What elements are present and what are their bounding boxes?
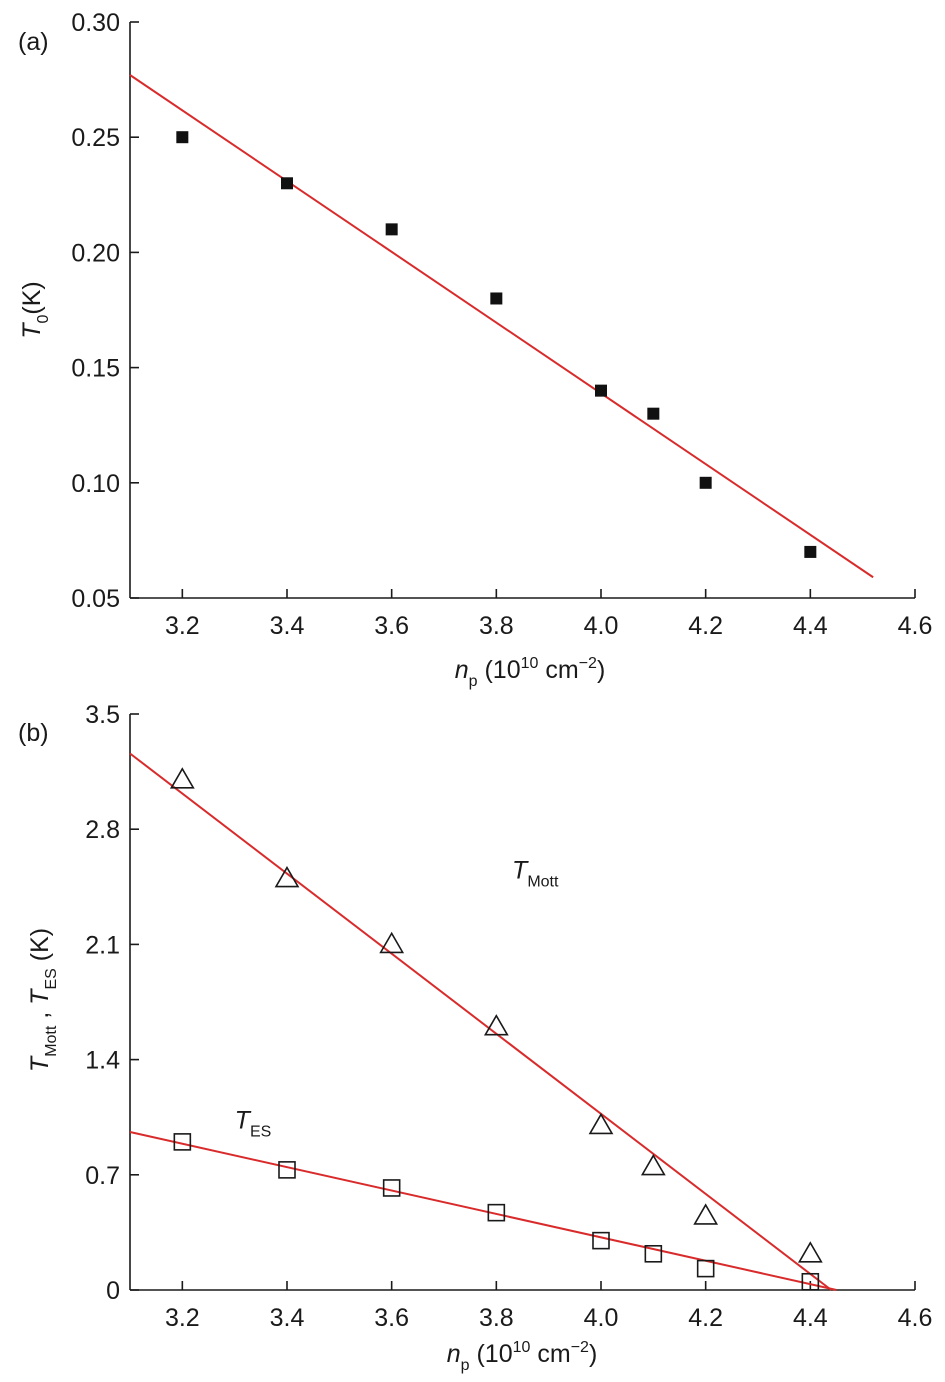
es-data-point (696, 1259, 715, 1278)
x-tick-label: 3.8 (479, 1304, 514, 1332)
series-label-es: TES (235, 1107, 272, 1141)
panel-b: (b) 3.2 3.4 3.6 3.8 4.0 4.2 4.4 4.6 0 0.7 1.4 2.1 2.… (18, 701, 932, 1374)
y-tick-label: 0 (106, 1277, 120, 1305)
x-tick-label: 4.4 (793, 612, 828, 640)
x-tick-label: 4.6 (898, 1304, 933, 1332)
mott-data-point (483, 1014, 509, 1036)
x-tick-label: 3.6 (374, 612, 409, 640)
x-tick-label: 4.6 (898, 612, 933, 640)
fit-line-1 (129, 74, 874, 579)
mott-data-point (274, 865, 300, 888)
y-tick-label: 2.1 (85, 931, 120, 959)
mott-data-point (588, 1112, 614, 1135)
x-tick-label: 4.0 (584, 1304, 619, 1332)
y-tick-label: 2.8 (85, 816, 120, 844)
x-tick-label: 3.4 (270, 1304, 305, 1332)
data-point (385, 223, 398, 236)
es-data-point (592, 1231, 610, 1250)
data-point (647, 407, 660, 420)
panel-b-ticks: 3.2 3.4 3.6 3.8 4.0 4.2 4.4 4.6 0 0.7 1.4 2.1 2.8 3.5 (85, 701, 932, 1332)
panel-a-y-axis-title: T0(K) (18, 281, 52, 339)
data-point (699, 476, 712, 489)
panel-b-series-labels: TMott TES (235, 857, 559, 1141)
data-point (281, 177, 293, 190)
mott-data-point (797, 1241, 823, 1263)
panel-b-tag: (b) (18, 719, 49, 747)
panel-a-fit-lines (129, 74, 874, 579)
panel-a-points (176, 131, 817, 558)
es-data-point (278, 1161, 296, 1179)
mott-data-point (379, 931, 405, 954)
y-tick-label: 0.05 (71, 585, 120, 613)
es-data-point (801, 1272, 820, 1291)
x-tick-label: 4.2 (688, 612, 723, 640)
es-data-point (487, 1203, 506, 1222)
panel-a-x-axis-title: np (1010 cm−2) (455, 655, 606, 690)
x-tick-label: 3.8 (479, 612, 514, 640)
panel-b-fit-lines (129, 752, 837, 1291)
x-tick-label: 4.0 (584, 612, 619, 640)
mott-data-point (169, 767, 195, 789)
es-data-point (644, 1244, 663, 1263)
x-tick-label: 4.2 (688, 1304, 723, 1332)
x-tick-label: 3.6 (374, 1304, 409, 1332)
panel-b-y-axis-title: TMott , TES (K) (26, 928, 60, 1072)
y-tick-label: 0.7 (85, 1162, 120, 1190)
panel-b-points (169, 767, 823, 1291)
data-point (595, 384, 607, 397)
fit-line-2 (129, 1131, 837, 1291)
y-tick-label: 0.10 (71, 470, 120, 498)
y-tick-label: 0.15 (71, 355, 120, 383)
y-tick-label: 0.20 (71, 239, 120, 267)
panel-a: (a) 3.2 3.4 3.6 3.8 4.0 4.2 4.4 4.6 0.05 0.10 0.15… (18, 9, 932, 690)
data-point (490, 292, 503, 305)
series-label-mott: TMott (512, 857, 559, 891)
panel-a-axes (129, 22, 915, 599)
fit-line-1 (129, 752, 832, 1291)
y-tick-label: 0.25 (71, 124, 120, 152)
x-tick-label: 3.2 (165, 612, 200, 640)
mott-data-point (640, 1153, 666, 1176)
data-point (176, 131, 189, 144)
x-tick-label: 3.2 (165, 1304, 200, 1332)
es-data-point (173, 1133, 192, 1151)
y-tick-label: 0.30 (71, 9, 120, 37)
y-tick-label: 1.4 (85, 1047, 120, 1075)
panel-a-ticks: 3.2 3.4 3.6 3.8 4.0 4.2 4.4 4.6 0.05 0.10 0.15 0.20… (71, 9, 932, 640)
es-data-point (382, 1179, 401, 1197)
panel-a-tag: (a) (18, 28, 49, 56)
mott-data-point (693, 1203, 719, 1225)
x-tick-label: 3.4 (270, 612, 305, 640)
panel-b-axes (129, 714, 915, 1291)
y-tick-label: 3.5 (85, 701, 120, 729)
panel-b-x-axis-title: np (1010 cm−2) (447, 1339, 598, 1374)
data-point (804, 545, 817, 558)
x-tick-label: 4.4 (793, 1304, 828, 1332)
